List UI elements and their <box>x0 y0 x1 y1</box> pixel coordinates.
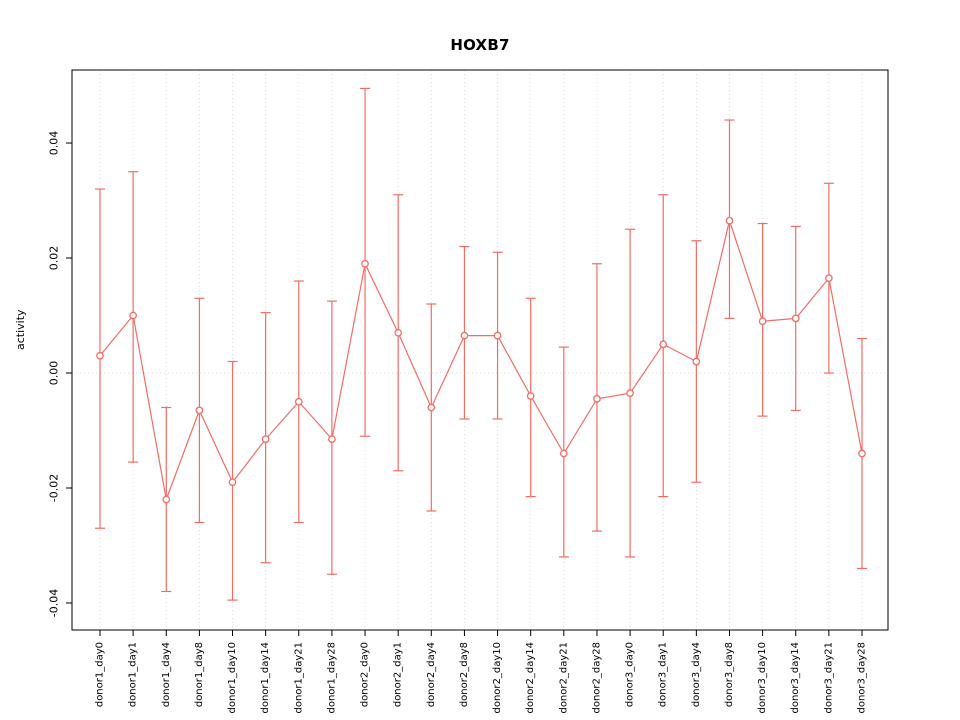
data-point <box>195 406 204 415</box>
x-tick-label: donor3_day10 <box>757 642 768 714</box>
x-tick-label: donor3_day14 <box>790 642 801 714</box>
data-point <box>593 395 601 403</box>
y-tick-label: 0.04 <box>48 131 61 156</box>
x-tick-label: donor2_day4 <box>426 642 437 707</box>
x-tick-label: donor2_day21 <box>558 642 569 714</box>
x-tick-label: donor1_day28 <box>326 642 337 714</box>
x-tick-label: donor2_day1 <box>393 642 404 707</box>
x-tick-label: donor3_day4 <box>691 642 702 707</box>
data-point <box>427 403 436 412</box>
x-tick-label: donor2_day8 <box>459 642 470 707</box>
data-point <box>825 274 833 282</box>
data-point <box>791 314 800 323</box>
x-tick-label: donor2_day0 <box>360 642 371 707</box>
x-tick-label: donor2_day10 <box>492 642 503 714</box>
y-tick-label: 0.02 <box>48 246 61 271</box>
x-tick-label: donor3_day0 <box>625 642 636 707</box>
data-point <box>328 435 336 443</box>
data-point <box>526 392 535 400</box>
data-point <box>559 449 568 458</box>
data-point <box>659 340 668 349</box>
data-point <box>725 216 734 225</box>
x-tick-label: donor3_day28 <box>857 642 868 714</box>
data-point <box>626 389 634 397</box>
x-tick-label: donor1_day10 <box>227 642 238 714</box>
data-point <box>294 397 303 406</box>
data-point <box>361 259 369 268</box>
x-tick-label: donor1_day14 <box>260 642 271 714</box>
data-point <box>493 331 502 340</box>
data-point <box>162 495 171 504</box>
x-tick-label: donor2_day14 <box>525 642 536 714</box>
plot-border <box>71 69 889 631</box>
data-point <box>692 357 701 366</box>
data-point <box>261 435 270 443</box>
x-tick-label: donor3_day1 <box>658 642 669 707</box>
data-point <box>394 328 403 337</box>
data-point <box>129 311 137 320</box>
data-point <box>96 351 104 360</box>
y-tick-label: -0.02 <box>48 474 61 502</box>
y-tick-label: 0.00 <box>48 361 61 386</box>
x-tick-label: donor1_day4 <box>161 642 172 707</box>
x-tick-label: donor1_day8 <box>194 642 205 707</box>
data-point <box>460 331 469 340</box>
series-line <box>99 218 863 502</box>
x-tick-label: donor2_day28 <box>591 642 602 714</box>
data-point <box>228 478 237 487</box>
y-tick-label: -0.04 <box>48 589 61 617</box>
x-tick-label: donor1_day1 <box>128 642 139 707</box>
data-point <box>858 449 866 458</box>
x-tick-label: donor3_day21 <box>823 642 834 714</box>
x-tick-label: donor1_day21 <box>293 642 304 714</box>
x-tick-label: donor3_day8 <box>724 642 735 707</box>
data-point <box>758 317 767 326</box>
x-tick-label: donor1_day0 <box>95 642 106 707</box>
chart-title: HOXB7 <box>450 36 510 54</box>
